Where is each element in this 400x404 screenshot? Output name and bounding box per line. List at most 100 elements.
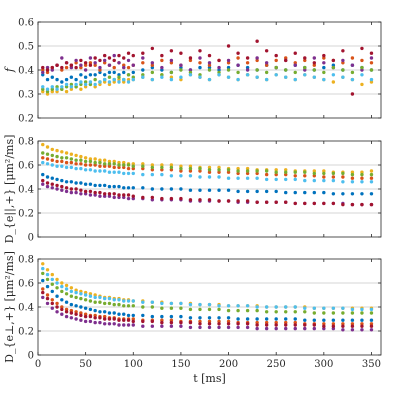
data-point [312, 56, 317, 60]
data-point [64, 307, 69, 312]
data-point [83, 314, 88, 319]
data-point [303, 73, 307, 77]
data-point [69, 316, 74, 320]
data-point [150, 165, 155, 170]
y-tick-label: 0.4 [18, 303, 34, 314]
data-point [236, 325, 240, 330]
data-point [45, 162, 50, 166]
data-point [264, 70, 269, 75]
data-point [141, 162, 145, 166]
data-point [50, 182, 54, 186]
data-point [74, 310, 78, 314]
data-point [93, 190, 97, 195]
series-0 [41, 278, 374, 322]
data-point [274, 189, 278, 194]
data-point [88, 159, 93, 164]
data-point [350, 170, 355, 174]
data-point [45, 175, 50, 179]
data-point [274, 53, 278, 58]
data-point [236, 51, 240, 55]
data-point [45, 268, 50, 272]
data-point [79, 158, 83, 162]
data-point [60, 150, 64, 154]
data-point [350, 307, 355, 312]
data-point [126, 166, 131, 171]
data-point [160, 53, 164, 58]
x-tick-label: 100 [124, 359, 143, 370]
data-point [331, 178, 336, 183]
data-point [360, 68, 364, 72]
data-point [217, 68, 221, 72]
y-tick-label: 0 [28, 351, 34, 362]
data-point [179, 63, 183, 67]
data-point [188, 166, 193, 171]
data-point [322, 178, 326, 183]
data-point [50, 89, 54, 94]
data-point [245, 199, 250, 203]
data-point [293, 61, 297, 65]
data-point [69, 165, 74, 170]
data-point [341, 175, 345, 179]
data-point [217, 319, 221, 324]
data-point [64, 77, 69, 82]
data-point [160, 172, 164, 177]
data-point [41, 271, 45, 276]
data-point [169, 49, 174, 53]
data-point [198, 322, 202, 326]
data-point [83, 189, 88, 194]
data-point [226, 304, 231, 308]
data-point [69, 187, 74, 191]
data-point [98, 158, 102, 162]
data-point [207, 198, 212, 202]
data-point [60, 156, 64, 160]
data-point [41, 262, 45, 266]
data-point [198, 56, 202, 60]
data-point [245, 61, 250, 65]
data-point [107, 80, 112, 84]
data-point [341, 306, 345, 310]
data-point [60, 312, 64, 316]
data-point [126, 73, 131, 77]
data-point [88, 168, 93, 172]
data-point [245, 325, 250, 330]
data-point [122, 171, 126, 176]
data-point [303, 170, 307, 174]
data-point [102, 317, 107, 321]
data-point [126, 193, 131, 197]
data-point [74, 58, 78, 63]
x-tick-label: 300 [314, 359, 333, 370]
data-point [102, 80, 107, 84]
data-point [74, 162, 78, 166]
data-point [322, 175, 326, 179]
data-point [226, 188, 231, 192]
data-point [322, 326, 326, 331]
data-point [293, 310, 297, 314]
data-point [350, 70, 355, 75]
data-point [131, 166, 135, 171]
data-point [60, 164, 64, 168]
data-point [160, 73, 164, 77]
data-point [55, 305, 59, 309]
data-point [369, 80, 374, 84]
data-point [64, 180, 69, 184]
data-point [93, 308, 97, 313]
data-point [141, 319, 145, 324]
data-point [102, 322, 107, 326]
data-point [284, 190, 288, 195]
data-point [331, 171, 336, 176]
data-point [69, 85, 74, 89]
data-point [117, 165, 121, 170]
data-point [112, 162, 116, 166]
data-point [226, 319, 231, 324]
data-point [236, 169, 240, 173]
data-point [126, 304, 131, 308]
data-point [88, 82, 93, 87]
data-point [131, 171, 135, 176]
data-point [55, 148, 59, 153]
data-point [198, 75, 202, 79]
data-point [188, 169, 193, 173]
data-point [88, 182, 93, 186]
data-point [150, 324, 155, 328]
data-point [45, 277, 50, 282]
data-point [50, 68, 54, 72]
